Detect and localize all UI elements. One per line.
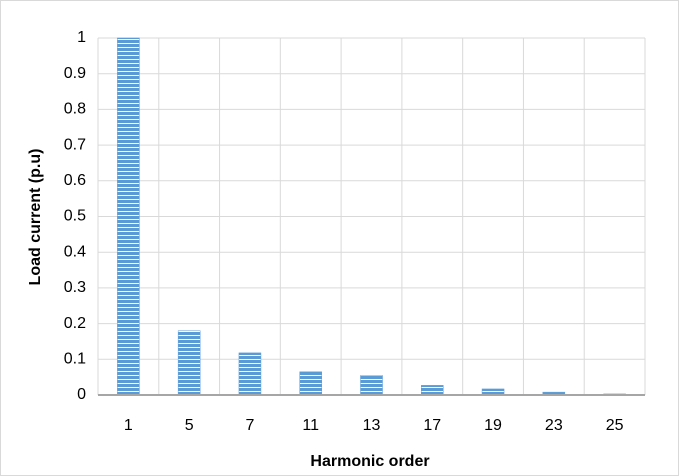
bar [238,352,262,396]
bar [299,371,322,396]
bar [360,375,383,396]
x-tick-label: 17 [423,417,441,434]
y-tick-label: 0.1 [64,351,86,368]
y-tick-label: 0.7 [64,136,86,153]
x-tick-label: 25 [606,417,624,434]
x-tick-label: 5 [185,417,194,434]
y-tick-label: 0.8 [64,101,86,118]
y-tick-label: 0.4 [64,243,86,260]
x-axis-title: Harmonic order [310,453,429,470]
bar [177,330,201,396]
y-tick-label: 1 [77,29,86,46]
x-tick-label: 11 [302,417,319,434]
y-tick-label: 0.2 [64,315,86,332]
y-tick-label: 0.9 [64,65,86,82]
y-tick-label: 0.5 [64,208,86,225]
x-tick-label: 1 [124,417,133,434]
bar [117,37,140,396]
x-tick-label: 7 [245,417,254,434]
y-tick-label: 0 [77,386,86,403]
y-tick-label: 0.3 [64,279,86,296]
y-axis-title: Load current (p.u) [27,149,44,286]
x-tick-label: 19 [484,417,502,434]
y-tick-label: 0.6 [64,172,86,189]
x-tick-label: 23 [545,417,563,434]
x-tick-label: 13 [363,417,381,434]
bar [421,385,444,396]
